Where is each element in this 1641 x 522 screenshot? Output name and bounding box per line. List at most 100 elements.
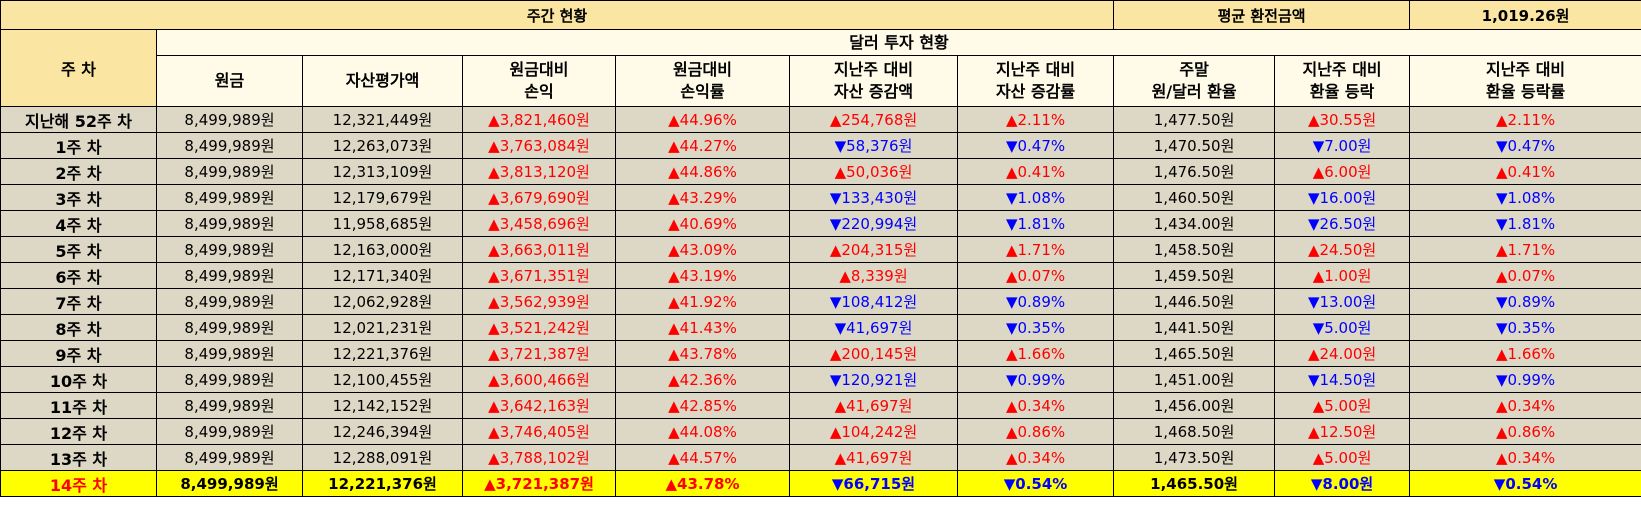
column-header: 지난주 대비 자산 증감률 xyxy=(956,55,1115,107)
value-cell: ▼16.00원 xyxy=(1274,184,1411,211)
value-cell: 8,499,989원 xyxy=(156,444,303,471)
column-header: 원금대비 손익률 xyxy=(615,55,790,107)
column-header: 원금 xyxy=(156,55,303,107)
table-row: 지난해 52주 차 8,499,989원 12,321,449원 ▲3,821,460… xyxy=(0,106,1641,133)
table-row: 9주 차 8,499,989원 12,221,376원 ▲3,721,387원 ▲43.… xyxy=(0,340,1641,367)
column-header: 자산평가액 xyxy=(302,55,463,107)
value-cell: 1,434.00원 xyxy=(1113,210,1276,237)
value-cell: ▲44.57% xyxy=(615,444,790,471)
value-cell: ▼0.99% xyxy=(1409,366,1641,393)
column-header-line: 원금대비 xyxy=(673,60,732,79)
value-cell: ▲1.71% xyxy=(1409,236,1641,263)
value-cell: ▲43.09% xyxy=(615,236,790,263)
week-cell: 10주 차 xyxy=(0,366,157,393)
value-cell: ▼0.89% xyxy=(956,288,1115,315)
value-cell: ▲2.11% xyxy=(1409,106,1641,133)
value-cell: 1,477.50원 xyxy=(1113,106,1276,133)
value-cell: ▲41,697원 xyxy=(789,444,958,471)
table-row: 5주 차 8,499,989원 12,163,000원 ▲3,663,011원 ▲43.… xyxy=(0,236,1641,263)
value-cell: ▲3,521,242원 xyxy=(462,314,616,341)
value-cell: 1,460.50원 xyxy=(1113,184,1276,211)
value-cell: 8,499,989원 xyxy=(156,210,303,237)
value-cell: ▼133,430원 xyxy=(789,184,958,211)
value-cell: 1,465.50원 xyxy=(1113,340,1276,367)
week-cell: 9주 차 xyxy=(0,340,157,367)
value-cell: 12,142,152원 xyxy=(302,392,463,419)
column-header-line: 지난주 대비 xyxy=(995,60,1076,79)
value-cell: 8,499,989원 xyxy=(156,236,303,263)
column-header-line: 지난주 대비 xyxy=(1485,60,1566,79)
value-cell: ▲3,679,690원 xyxy=(462,184,616,211)
value-cell: ▼8.00원 xyxy=(1274,470,1411,497)
value-cell: ▲254,768원 xyxy=(789,106,958,133)
value-cell: ▲3,746,405원 xyxy=(462,418,616,445)
value-cell: 8,499,989원 xyxy=(156,262,303,289)
value-cell: 1,459.50원 xyxy=(1113,262,1276,289)
value-cell: 1,441.50원 xyxy=(1113,314,1276,341)
column-header-line: 자산평가액 xyxy=(345,71,420,90)
value-cell: ▲1.66% xyxy=(1409,340,1641,367)
value-cell: ▲30.55원 xyxy=(1274,106,1411,133)
column-header-line: 지난주 대비 xyxy=(833,60,914,79)
value-cell: ▲200,145원 xyxy=(789,340,958,367)
table-row: 7주 차 8,499,989원 12,062,928원 ▲3,562,939원 ▲41.… xyxy=(0,288,1641,315)
table-row: 10주 차 8,499,989원 12,100,455원 ▲3,600,466원 ▲42… xyxy=(0,366,1641,393)
value-cell: ▲3,721,387원 xyxy=(462,470,616,497)
table-row: 1주 차 8,499,989원 12,263,073원 ▲3,763,084원 ▲44.… xyxy=(0,132,1641,159)
value-cell: ▼66,715원 xyxy=(789,470,958,497)
table-row: 3주 차 8,499,989원 12,179,679원 ▲3,679,690원 ▲43.… xyxy=(0,184,1641,211)
value-cell: ▲43.78% xyxy=(615,340,790,367)
value-cell: ▼0.35% xyxy=(1409,314,1641,341)
column-header: 지난주 대비 환율 등락률 xyxy=(1409,55,1641,107)
value-cell: ▼0.54% xyxy=(956,470,1115,497)
week-column-header: 주 차 xyxy=(0,29,157,107)
table-row: 2주 차 8,499,989원 12,313,109원 ▲3,813,120원 ▲44.… xyxy=(0,158,1641,185)
value-cell: ▲42.36% xyxy=(615,366,790,393)
value-cell: ▲43.19% xyxy=(615,262,790,289)
value-cell: ▲3,788,102원 xyxy=(462,444,616,471)
week-cell: 6주 차 xyxy=(0,262,157,289)
value-cell: ▲3,813,120원 xyxy=(462,158,616,185)
week-cell: 13주 차 xyxy=(0,444,157,471)
value-cell: ▼7.00원 xyxy=(1274,132,1411,159)
value-cell: 12,321,449원 xyxy=(302,106,463,133)
value-cell: 8,499,989원 xyxy=(156,366,303,393)
value-cell: 12,062,928원 xyxy=(302,288,463,315)
value-cell: ▲0.41% xyxy=(956,158,1115,185)
table-row: 6주 차 8,499,989원 12,171,340원 ▲3,671,351원 ▲43.… xyxy=(0,262,1641,289)
column-header-line: 지난주 대비 xyxy=(1302,60,1382,79)
value-cell: ▼1.08% xyxy=(1409,184,1641,211)
value-cell: ▲44.27% xyxy=(615,132,790,159)
value-cell: 8,499,989원 xyxy=(156,340,303,367)
week-cell: 8주 차 xyxy=(0,314,157,341)
value-cell: 1,456.00원 xyxy=(1113,392,1276,419)
value-cell: ▲1.00원 xyxy=(1274,262,1411,289)
value-cell: 12,163,000원 xyxy=(302,236,463,263)
table-row: 11주 차 8,499,989원 12,142,152원 ▲3,642,163원 ▲42… xyxy=(0,392,1641,419)
value-cell: ▲0.86% xyxy=(1409,418,1641,445)
value-cell: 1,470.50원 xyxy=(1113,132,1276,159)
value-cell: ▲5.00원 xyxy=(1274,392,1411,419)
value-cell: ▲0.34% xyxy=(1409,444,1641,471)
value-cell: ▲3,642,163원 xyxy=(462,392,616,419)
value-cell: ▼26.50원 xyxy=(1274,210,1411,237)
value-cell: 8,499,989원 xyxy=(156,288,303,315)
value-cell: ▼14.50원 xyxy=(1274,366,1411,393)
week-cell: 1주 차 xyxy=(0,132,157,159)
value-cell: ▲12.50원 xyxy=(1274,418,1411,445)
table-row: 14주 차 8,499,989원 12,221,376원 ▲3,721,387원 ▲43… xyxy=(0,470,1641,497)
column-header-line: 손익 xyxy=(524,82,554,101)
week-cell: 5주 차 xyxy=(0,236,157,263)
value-cell: ▲0.07% xyxy=(956,262,1115,289)
value-cell: 12,246,394원 xyxy=(302,418,463,445)
value-cell: ▼120,921원 xyxy=(789,366,958,393)
value-cell: ▼13.00원 xyxy=(1274,288,1411,315)
value-cell: ▲204,315원 xyxy=(789,236,958,263)
value-cell: ▲41.43% xyxy=(615,314,790,341)
table-row: 8주 차 8,499,989원 12,021,231원 ▲3,521,242원 ▲41.… xyxy=(0,314,1641,341)
value-cell: ▲44.08% xyxy=(615,418,790,445)
value-cell: ▲104,242원 xyxy=(789,418,958,445)
value-cell: ▲3,821,460원 xyxy=(462,106,616,133)
column-header-line: 자산 증감액 xyxy=(833,82,914,101)
value-cell: ▼1.08% xyxy=(956,184,1115,211)
